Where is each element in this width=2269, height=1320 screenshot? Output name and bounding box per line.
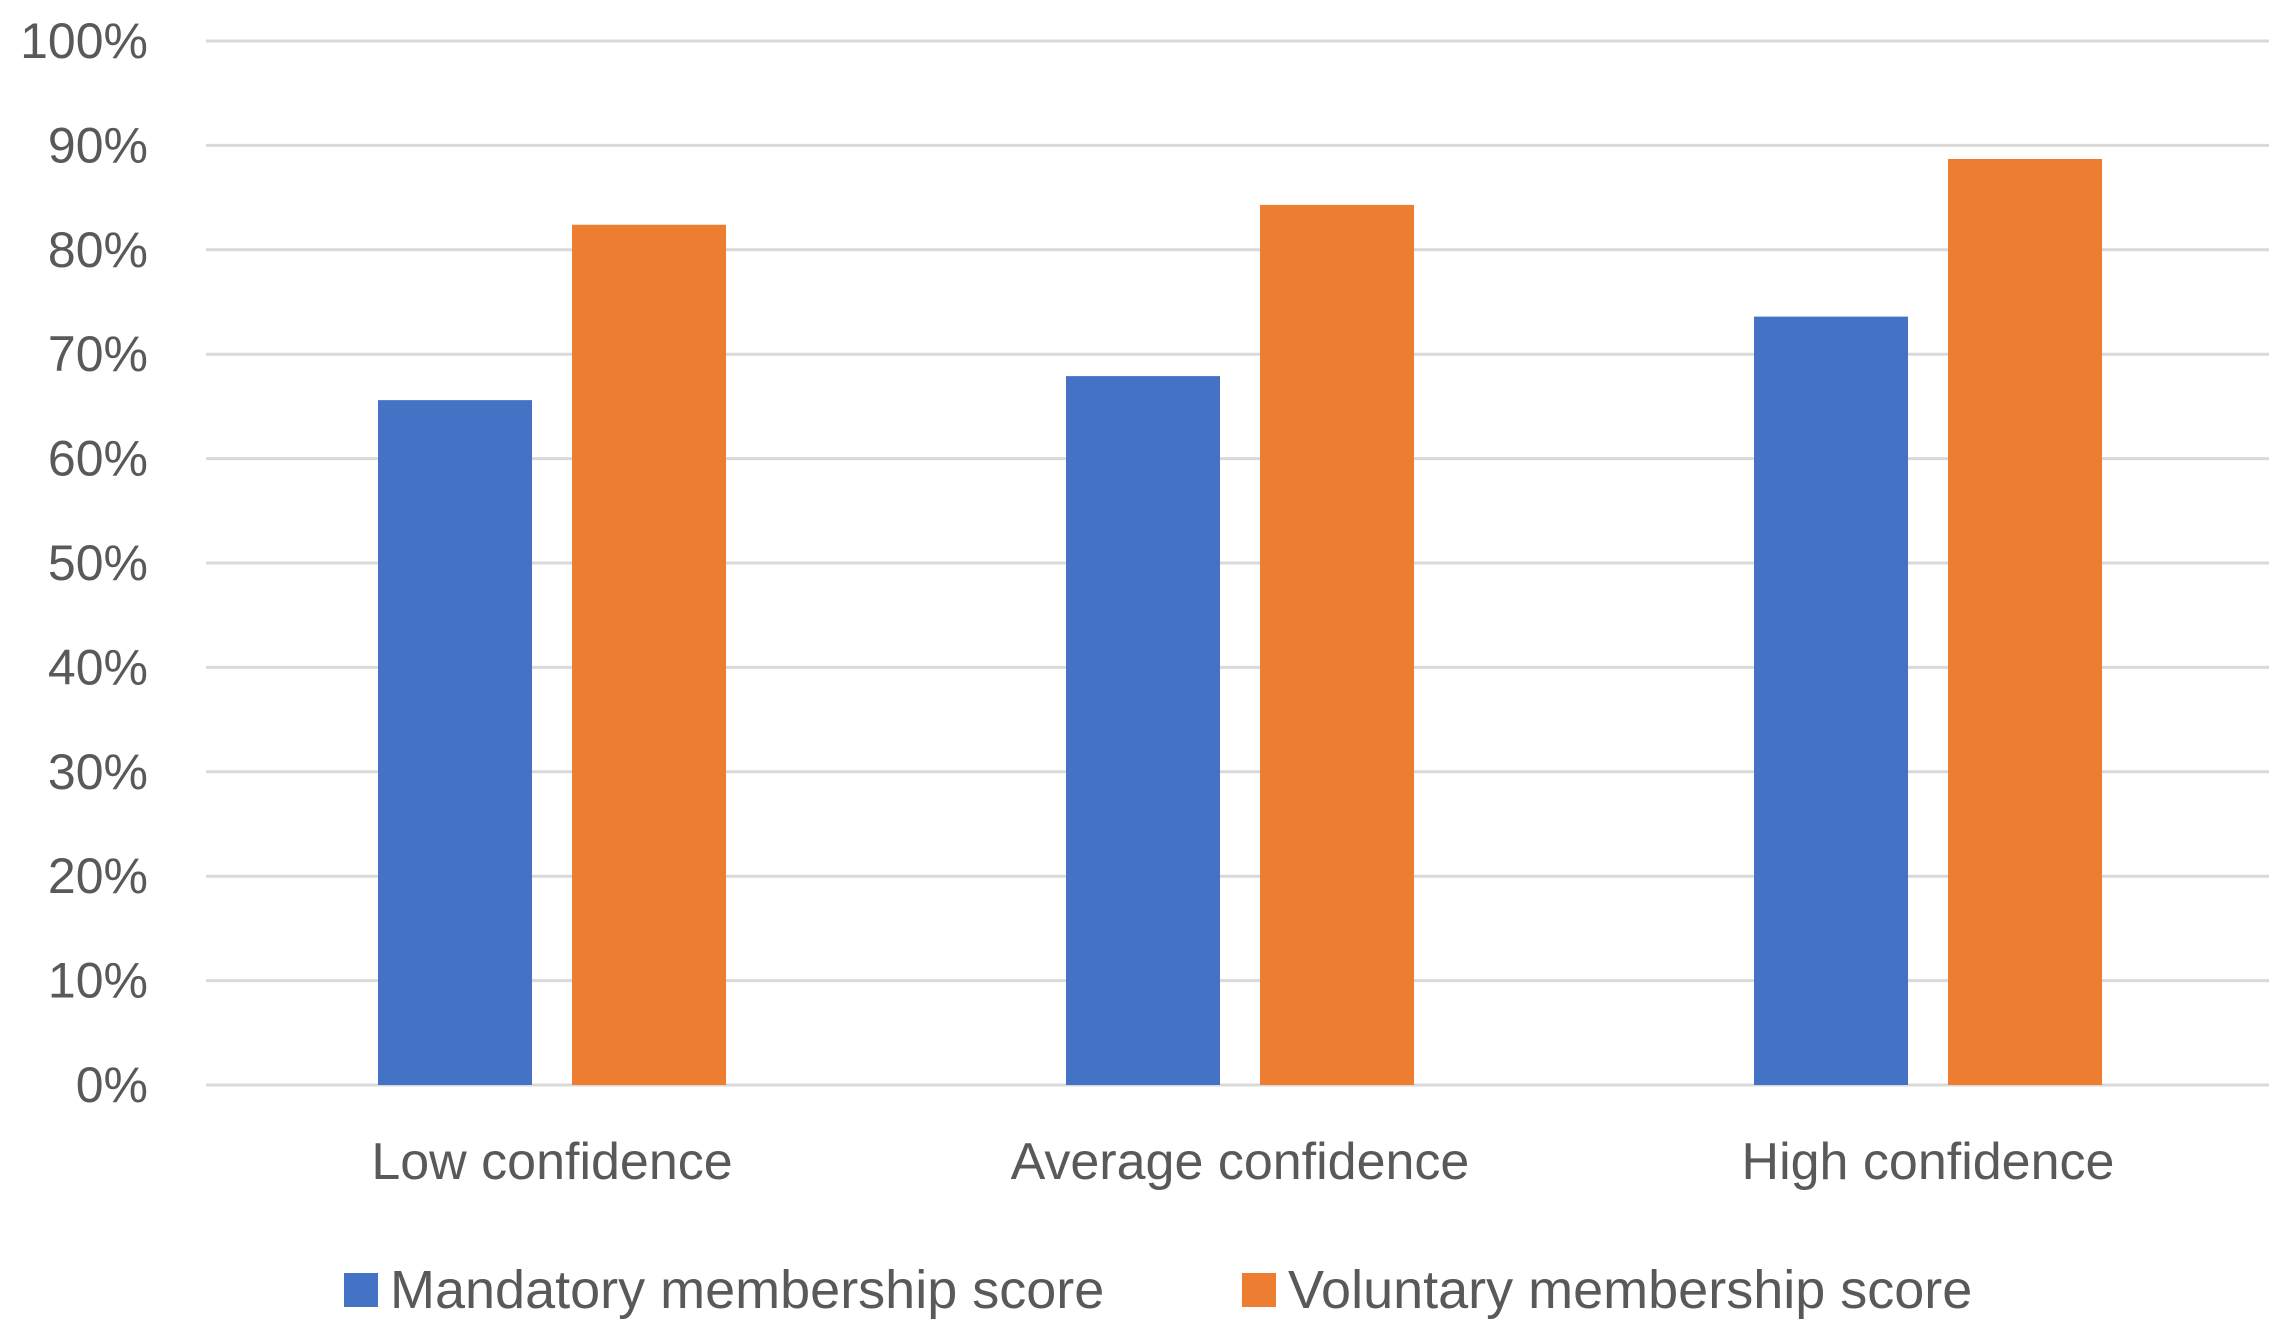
legend-label: Voluntary membership score — [1288, 1260, 1972, 1320]
bar-voluntary-0 — [572, 224, 726, 1085]
y-axis-tick-labels: 100% 90% 80% 70% 60% 50% 40% 30% 20% 10% 0% — [20, 13, 148, 1113]
y-tick-label: 0% — [76, 1057, 148, 1113]
legend-swatch — [1242, 1273, 1276, 1307]
legend-item-voluntary: Voluntary membership score — [1242, 1260, 1972, 1320]
y-tick-label: 40% — [48, 639, 148, 695]
y-tick-label: 10% — [48, 953, 148, 1009]
y-tick-label: 30% — [48, 744, 148, 800]
y-tick-label: 100% — [20, 13, 148, 69]
legend-item-mandatory: Mandatory membership score — [344, 1260, 1104, 1320]
bar-voluntary-2 — [1948, 158, 2102, 1086]
x-category-label: Low confidence — [371, 1133, 732, 1191]
bar-mandatory-2 — [1754, 316, 1908, 1086]
gridlines — [206, 39, 2269, 1087]
y-tick-label: 80% — [48, 222, 148, 278]
y-tick-label: 20% — [48, 848, 148, 904]
legend-swatch — [344, 1273, 378, 1307]
x-axis-category-labels: Low confidence Average confidence High con… — [371, 1133, 2114, 1191]
y-tick-label: 50% — [48, 535, 148, 591]
y-tick-label: 90% — [48, 117, 148, 173]
y-tick-label: 70% — [48, 326, 148, 382]
x-category-label: High confidence — [1742, 1133, 2115, 1191]
bar-voluntary-1 — [1260, 204, 1414, 1085]
bar-mandatory-0 — [378, 400, 532, 1085]
legend: Mandatory membership score Voluntary memb… — [344, 1260, 1972, 1320]
legend-label: Mandatory membership score — [390, 1260, 1104, 1320]
bar-mandatory-1 — [1066, 376, 1220, 1085]
bars — [378, 158, 2102, 1086]
x-category-label: Average confidence — [1011, 1133, 1470, 1191]
y-tick-label: 60% — [48, 431, 148, 487]
